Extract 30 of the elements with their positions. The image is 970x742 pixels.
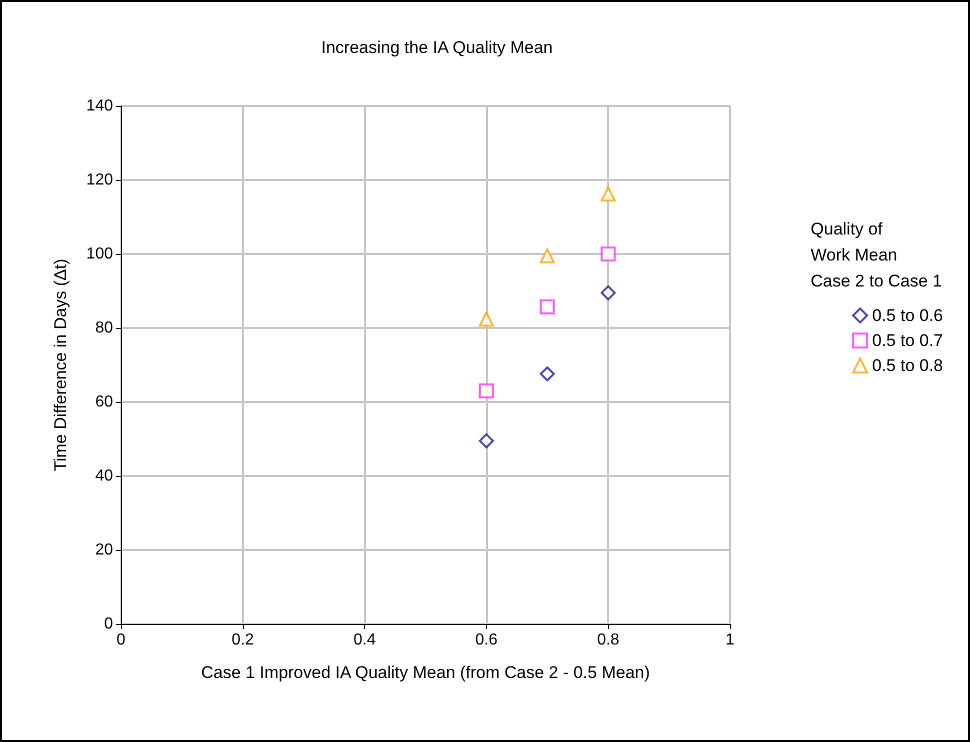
x-tick-label: 0.8 (597, 632, 620, 648)
y-tick-label: 0 (104, 616, 114, 632)
y-tick-label: 140 (86, 98, 114, 114)
y-tick-label: 40 (95, 468, 114, 484)
point (600, 186, 616, 202)
x-tick-label: 1 (726, 632, 735, 648)
point (478, 433, 494, 448)
chart-title: Increasing the IA Quality Mean (321, 38, 553, 57)
y-tick-label: 100 (86, 246, 114, 262)
x-tick-label: 0 (116, 632, 126, 648)
x-tick-label: 0.2 (232, 632, 254, 648)
point (540, 299, 555, 314)
x-tick-label: 0.6 (475, 632, 498, 648)
x-tick-label: 0.4 (353, 632, 376, 648)
legend-label: 0.5 to 0.6 (872, 306, 943, 325)
point (478, 312, 494, 327)
point (600, 246, 616, 262)
point (600, 285, 616, 300)
legend-title: Quality of Work Mean Case 2 to Case 1 (810, 220, 942, 290)
x-axis-title: Case 1 Improved IA Quality Mean (from Case 2 - 0.5 Mean) (201, 663, 650, 682)
point (540, 248, 555, 264)
legend-label: 0.5 to 0.7 (872, 331, 943, 350)
point (540, 366, 555, 382)
y-tick-label: 120 (86, 172, 114, 188)
y-axis-title: Time Difference in Days (Δt) (51, 258, 70, 472)
y-tick-label: 60 (95, 394, 114, 410)
y-tick-label: 20 (95, 542, 114, 558)
legend-label: 0.5 to 0.8 (872, 356, 943, 375)
point (478, 383, 494, 398)
y-tick-label: 80 (95, 320, 114, 336)
